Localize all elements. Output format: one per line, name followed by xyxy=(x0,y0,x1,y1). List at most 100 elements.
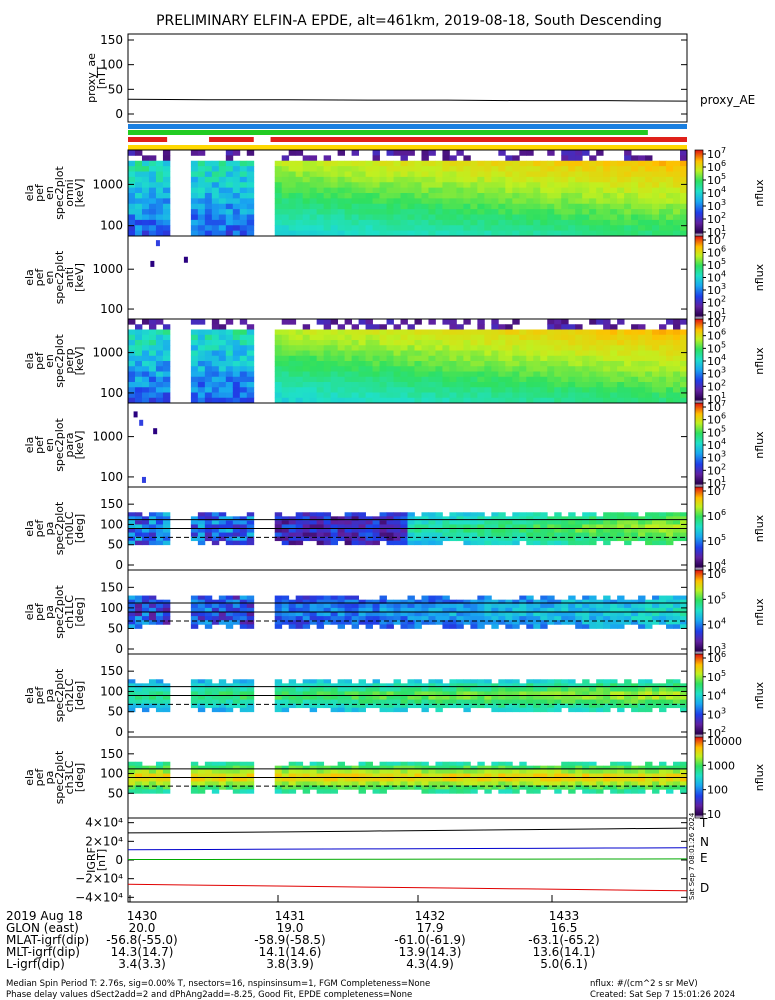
panel-omni-cell xyxy=(281,203,290,210)
panel-ch1-cell xyxy=(666,603,674,609)
panel-omni-cell xyxy=(232,182,241,189)
panel-perp-cell xyxy=(456,387,464,393)
panel-omni-cell xyxy=(526,225,534,232)
panel-omni-ylabel-0: ela xyxy=(23,185,36,202)
panel-ch1-cell xyxy=(358,620,366,625)
panel-ch0-cell xyxy=(582,512,590,517)
panel-ch3-cell xyxy=(372,769,380,774)
panel-omni-cell xyxy=(225,160,234,167)
panel-ch0-cell xyxy=(372,540,380,546)
panel-ch3-cell xyxy=(428,781,436,786)
panel-ch0-cell xyxy=(225,532,234,538)
panel-perp-cell xyxy=(484,345,492,351)
panel-ch0-cell xyxy=(344,536,352,542)
panel-perp-cell xyxy=(519,376,527,383)
panel-omni-cell xyxy=(330,182,339,189)
panel-ch2-cell xyxy=(197,699,206,705)
panel-ch2-cell xyxy=(337,703,346,709)
panel-ch2-cell xyxy=(281,707,290,713)
panel-ch1-cell xyxy=(575,607,583,613)
panel-ch3-cell xyxy=(477,773,485,778)
panel-ch1-cell xyxy=(372,616,380,621)
panel-ch2-cell xyxy=(477,695,485,700)
panel-para-cells xyxy=(133,411,158,483)
panel-perp-cell xyxy=(162,340,171,346)
panel-omni-cell xyxy=(162,155,171,162)
panel-omni-cell xyxy=(484,225,492,232)
panel-ch0-cell xyxy=(505,524,513,529)
panel-omni-cell xyxy=(302,155,311,162)
panel-omni-cell xyxy=(456,219,464,226)
panel-perp-cell xyxy=(666,371,674,378)
panel-omni-cell xyxy=(456,193,464,199)
panel-omni-cell xyxy=(610,219,618,226)
panel-perp-cell xyxy=(365,366,373,372)
panel-perp-cell xyxy=(393,382,401,388)
panel-ch3-cell xyxy=(400,777,408,782)
panel-omni-cell xyxy=(204,182,213,189)
panel-omni-cell xyxy=(295,160,304,167)
panel-ch2-cell xyxy=(400,707,408,713)
panel-omni-cell xyxy=(134,214,143,221)
panel-omni-cell xyxy=(547,150,555,156)
panel-ch3-cell xyxy=(554,769,562,774)
panel-ch0-cell xyxy=(218,520,227,525)
panel-omni-cell xyxy=(533,198,541,205)
panel-perp-cell xyxy=(386,371,394,378)
panel-perp-cell xyxy=(596,355,604,362)
panel-perp-cell xyxy=(610,387,618,393)
panel-ch0-cell xyxy=(631,524,639,529)
panel-omni-cell xyxy=(512,155,520,162)
panel-perp-cell xyxy=(386,376,394,383)
panel-ch3-cell xyxy=(638,789,646,794)
panel-omni-cell xyxy=(568,166,576,172)
panel-omni-cell xyxy=(218,209,227,215)
panel-ch3-cell xyxy=(414,785,422,790)
panel-ch3-cell xyxy=(379,769,387,774)
panel-omni-cell xyxy=(337,209,346,215)
panel-perp-cell xyxy=(309,382,318,388)
panel-ch3-cell xyxy=(239,789,248,794)
panel-perp-cell xyxy=(449,350,457,357)
panel-ch1-cell xyxy=(316,599,325,605)
panel-ch1-cell xyxy=(400,624,408,629)
panel-ch2-cell xyxy=(498,707,506,713)
panel-perp-ylabel-2: en xyxy=(43,354,56,368)
panel-ch0-cell xyxy=(659,520,667,525)
panel-perp-cell xyxy=(624,366,632,372)
panel-ch3-cell xyxy=(323,781,332,786)
panel-ch0-cell xyxy=(309,516,318,521)
panel-ch3-cell xyxy=(673,761,681,767)
panel-ch2-cell xyxy=(330,695,339,700)
panel-ch0-cell xyxy=(365,532,373,538)
panel-ch0-cell xyxy=(400,528,408,533)
panel-perp-cell xyxy=(505,334,513,341)
panel-ch3-cell xyxy=(526,777,534,782)
panel-perp-cell xyxy=(561,382,569,388)
panel-perp-cell xyxy=(358,387,366,393)
panel-omni-cell xyxy=(624,171,632,178)
panel-ch0-cell xyxy=(554,516,562,521)
panel-ch1-cell xyxy=(428,603,436,609)
panel-ch3-cell xyxy=(288,789,297,794)
panel-ch0-cell xyxy=(239,536,248,542)
panel-omni-cell xyxy=(659,171,667,178)
panel-ch1-cell xyxy=(316,603,325,609)
panel-ch1-cell xyxy=(295,599,304,605)
panel-perp-cell xyxy=(624,392,632,399)
panel-omni-cell xyxy=(162,230,171,237)
panel-perp-cell xyxy=(463,392,471,399)
panel-ch3-cell xyxy=(631,769,639,774)
panel-perp-cell xyxy=(631,392,639,399)
panel-ch2-cell xyxy=(274,687,283,692)
panel-omni-cell xyxy=(582,219,590,226)
panel-omni-cell xyxy=(435,166,443,172)
panel-perp-cell xyxy=(442,387,450,393)
panel-ch3-cell xyxy=(309,765,318,771)
panel-perp-cell xyxy=(659,324,667,330)
panel-omni-cell xyxy=(561,203,569,210)
panel-ch1-cell xyxy=(652,595,660,601)
panel-omni-cell xyxy=(554,193,562,199)
panel-ch1-cell xyxy=(659,607,667,613)
panel-ch1-cell xyxy=(477,612,485,617)
